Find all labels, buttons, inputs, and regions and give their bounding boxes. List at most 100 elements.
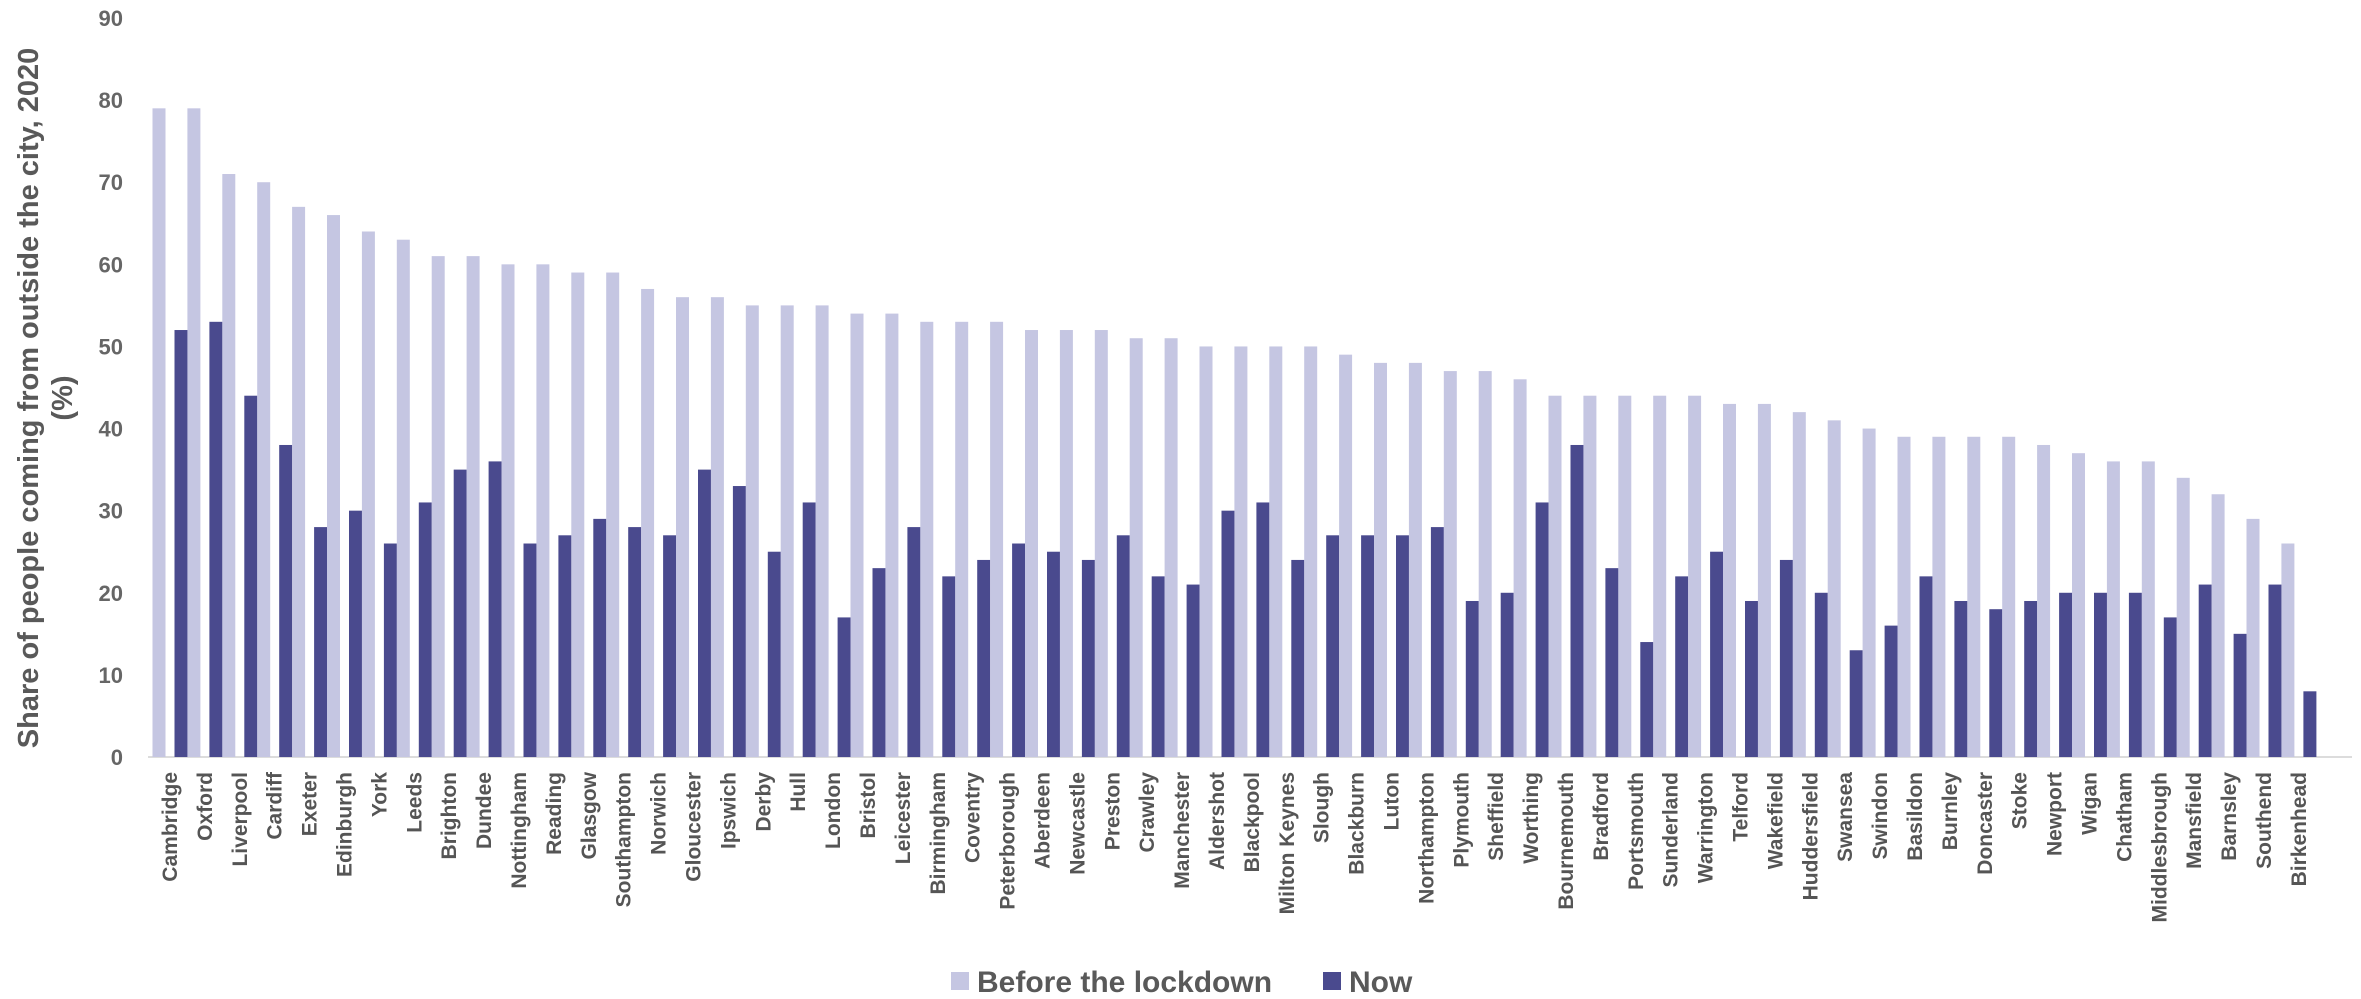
x-tick-label: Swindon xyxy=(1869,772,1892,860)
bar-before-lockdown xyxy=(850,313,864,757)
category-group xyxy=(1688,395,1724,757)
bar-now xyxy=(1849,650,1863,757)
category-group xyxy=(1339,354,1375,757)
bar-before-lockdown xyxy=(1129,338,1143,757)
bar-now xyxy=(1919,576,1933,757)
bar-before-lockdown xyxy=(2037,444,2051,757)
x-tick-label: Middlesbrough xyxy=(2148,772,2171,923)
bar-before-lockdown xyxy=(2246,518,2260,757)
x-tick-label: Hull xyxy=(787,772,810,812)
bar-now xyxy=(2059,592,2073,757)
bar-before-lockdown xyxy=(396,239,410,757)
x-tick-label: Stoke xyxy=(2009,772,2032,829)
bar-before-lockdown xyxy=(431,256,445,757)
bar-before-lockdown xyxy=(571,272,585,757)
bar-before-lockdown xyxy=(1897,436,1911,757)
category-group xyxy=(710,297,746,757)
bar-before-lockdown xyxy=(257,182,271,757)
bar-now xyxy=(1954,600,1968,757)
bar-now xyxy=(2024,600,2038,757)
category-group xyxy=(1967,436,2003,757)
bar-before-lockdown xyxy=(1269,346,1283,757)
category-group xyxy=(1408,362,1444,757)
category-group xyxy=(536,264,572,757)
x-tick-label: Cambridge xyxy=(159,772,182,882)
category-group xyxy=(745,305,781,757)
category-group xyxy=(1618,395,1654,757)
category-group xyxy=(1199,346,1235,757)
x-tick-label: Newcastle xyxy=(1066,772,1089,875)
bar-now xyxy=(1361,535,1375,757)
x-tick-label: Birmingham xyxy=(927,772,950,895)
x-tick-label: Brighton xyxy=(438,772,461,859)
category-group xyxy=(292,206,328,757)
x-tick-label: Milton Keynes xyxy=(1276,772,1299,914)
y-tick-label: 20 xyxy=(99,581,123,606)
bar-before-lockdown xyxy=(815,305,829,757)
legend-label-before: Before the lockdown xyxy=(977,966,1272,999)
bar-before-lockdown xyxy=(152,108,166,758)
y-axis-title-line: (%) xyxy=(47,375,79,420)
category-group xyxy=(2106,461,2142,757)
x-tick-label: Bristol xyxy=(857,772,880,839)
bar-before-lockdown xyxy=(745,305,759,757)
x-tick-label: Slough xyxy=(1311,772,1334,843)
bar-now xyxy=(1989,609,2003,757)
bar-now xyxy=(1116,535,1130,757)
bar-now xyxy=(1640,642,1654,757)
bar-now xyxy=(802,502,816,757)
category-group xyxy=(1164,338,1200,757)
x-tick-label: Newport xyxy=(2044,772,2067,856)
x-tick-label: Leicester xyxy=(892,772,915,864)
bar-before-lockdown xyxy=(1862,428,1876,757)
bar-now xyxy=(872,568,886,757)
bar-now xyxy=(2163,617,2177,757)
x-tick-label: Norwich xyxy=(648,772,671,855)
category-group xyxy=(501,264,537,757)
bar-before-lockdown xyxy=(466,256,480,757)
x-tick-label: Blackpool xyxy=(1241,772,1264,872)
category-group xyxy=(1513,379,1549,757)
category-group xyxy=(257,182,293,757)
bar-now xyxy=(1710,551,1724,757)
bar-before-lockdown xyxy=(1408,362,1422,757)
bar-now xyxy=(523,543,537,757)
category-group xyxy=(1094,330,1130,757)
bar-now xyxy=(732,486,746,757)
bar-now xyxy=(1326,535,1340,757)
legend-swatch-now xyxy=(1323,972,1341,990)
bar-now xyxy=(1884,625,1898,757)
bar-before-lockdown xyxy=(641,288,655,757)
bar-before-lockdown xyxy=(1932,436,1946,757)
category-group xyxy=(571,272,607,757)
bar-now xyxy=(1814,592,1828,757)
bar-before-lockdown xyxy=(1688,395,1702,757)
bar-now xyxy=(663,535,677,757)
category-group xyxy=(1827,420,1863,757)
category-group xyxy=(606,272,642,757)
bar-now xyxy=(314,527,328,757)
category-group xyxy=(676,297,711,757)
bar-now xyxy=(1745,600,1758,757)
bar-now xyxy=(767,551,781,757)
x-tick-label: Portsmouth xyxy=(1625,772,1648,890)
x-tick-label: Gloucester xyxy=(683,772,706,882)
x-tick-label: Huddersfield xyxy=(1799,772,1822,900)
category-group xyxy=(2037,444,2073,757)
legend: Before the lockdown Now xyxy=(951,966,1413,999)
category-group xyxy=(361,231,397,757)
y-tick-label: 80 xyxy=(99,88,123,113)
legend-label-now: Now xyxy=(1349,966,1413,999)
bar-now xyxy=(1535,502,1549,757)
bar-now xyxy=(1151,576,1165,757)
bar-before-lockdown xyxy=(1827,420,1841,757)
y-tick-label: 70 xyxy=(99,170,123,195)
x-tick-label: Leeds xyxy=(403,772,426,833)
y-tick-label: 90 xyxy=(99,6,123,31)
x-tick-label: Southampton xyxy=(613,772,636,907)
bar-now xyxy=(2128,592,2142,757)
bar-before-lockdown xyxy=(1339,354,1353,757)
category-group xyxy=(955,321,991,757)
bar-before-lockdown xyxy=(1513,379,1527,757)
bar-before-lockdown xyxy=(1025,330,1038,757)
